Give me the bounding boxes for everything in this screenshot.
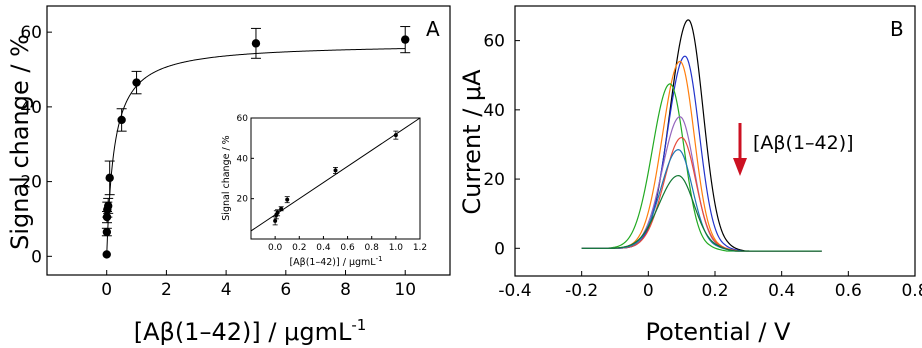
- y-tick-label: 40: [20, 98, 42, 118]
- y-tick-label: 60: [20, 23, 42, 43]
- y-tick-label: 40: [483, 101, 505, 121]
- panel-b-voltammograms: [581, 19, 822, 252]
- data-point: [116, 108, 127, 132]
- panel-a-fit-curve: [106, 48, 406, 256]
- marker: [105, 173, 114, 183]
- inset-y-axis-title: Signal change / %: [221, 135, 232, 220]
- concentration-annotation: [Aβ(1–42)]: [753, 132, 854, 154]
- data-point: [103, 197, 114, 214]
- x-tick-label: 0.4: [768, 281, 795, 301]
- x-tick-label: 8: [340, 280, 351, 300]
- inset-data-point: [272, 216, 278, 226]
- inset-x-tick-label: 0.8: [365, 243, 380, 253]
- marker: [117, 115, 126, 125]
- data-point: [101, 227, 112, 237]
- y-tick-label: 20: [483, 170, 505, 190]
- inset-marker: [273, 218, 278, 223]
- inset-x-tick-label: 0.0: [268, 243, 283, 253]
- marker: [132, 78, 141, 87]
- inset-marker: [275, 210, 280, 215]
- y-tick-label: 60: [483, 32, 505, 52]
- panel-b-label: B: [890, 17, 904, 41]
- marker: [251, 39, 261, 48]
- inset-x-ticks: 0.0 0.2 0.4 0.6 0.8 1.0 1.2: [268, 236, 427, 253]
- data-point: [102, 250, 111, 259]
- marker: [102, 227, 112, 237]
- x-tick-label: 0.8: [901, 281, 922, 301]
- inset-marker: [333, 168, 338, 173]
- marker: [102, 250, 111, 259]
- arrow-head: [733, 158, 747, 176]
- x-tick-label: -0.2: [565, 281, 598, 301]
- data-point: [104, 160, 115, 196]
- inset-data-point: [393, 130, 399, 140]
- panel-b: B -0.4 -0.2 0 0.2 0.4 0.6 0.8 0 20 40 60 Potentia…: [458, 5, 922, 346]
- inset-marker: [279, 206, 284, 211]
- panel-a-x-axis-title: [Aβ(1–42)] / μgmL-1: [134, 316, 367, 346]
- inset-data-point: [278, 206, 284, 212]
- inset-marker: [393, 133, 398, 138]
- panel-a-data-points: [101, 26, 411, 259]
- data-point: [131, 70, 142, 95]
- data-point: [250, 27, 261, 59]
- x-tick-label: 4: [221, 280, 232, 300]
- panel-b-x-axis-title: Potential / V: [646, 318, 791, 346]
- inset-marker: [285, 197, 290, 202]
- marker: [401, 35, 410, 44]
- inset-x-tick-label: 1.0: [389, 243, 404, 253]
- inset-frame: [250, 117, 421, 240]
- y-tick-label: 0: [494, 239, 505, 259]
- inset-x-tick-label: 1.2: [413, 243, 427, 253]
- inset-x-tick-label: 0.4: [316, 243, 331, 253]
- inset-data-points: [272, 130, 399, 226]
- panel-b-x-ticks: -0.4 -0.2 0 0.2 0.4 0.6 0.8: [498, 271, 922, 301]
- x-tick-label: 0: [101, 280, 112, 300]
- inset-y-tick-label: 40: [237, 154, 249, 164]
- panel-a: A 0 2 4 6 8 10 0 20 40 60 [Aβ(1–42)] / μgmL-1 Si…: [6, 5, 451, 346]
- inset-x-tick-label: 0.2: [292, 243, 306, 253]
- x-tick-label: 10: [394, 280, 416, 300]
- inset-x-axis-title: [Aβ(1–42)] / μgmL-1: [289, 255, 382, 268]
- inset-x-tick-label: 0.6: [340, 243, 355, 253]
- y-tick-label: 0: [31, 247, 42, 267]
- x-tick-label: 0.2: [701, 281, 728, 301]
- panel-a-label: A: [426, 17, 440, 41]
- x-tick-label: 0.6: [835, 281, 862, 301]
- panel-a-y-axis-title: Signal change / %: [6, 34, 34, 250]
- x-tick-label: 6: [280, 280, 291, 300]
- panel-a-inset: 0.0 0.2 0.4 0.6 0.8 1.0 1.2 20 40 60 [Aβ(1–42)] …: [221, 114, 427, 268]
- y-tick-label: 20: [20, 173, 42, 193]
- panel-b-frame: [514, 5, 916, 277]
- marker: [103, 201, 113, 211]
- panel-a-frame: [46, 5, 451, 276]
- inset-data-point: [275, 209, 281, 217]
- inset-y-tick-label: 20: [237, 195, 249, 205]
- inset-background: [234, 115, 426, 253]
- x-tick-label: -0.4: [498, 281, 531, 301]
- panel-b-y-axis-title: Current / μA: [458, 69, 486, 215]
- inset-y-ticks: 20 40 60: [237, 114, 254, 205]
- panel-a-x-ticks: 0 2 4 6 8 10: [101, 270, 416, 300]
- voltammogram-curve: [581, 175, 822, 252]
- x-tick-label: 2: [161, 280, 172, 300]
- x-tick-label: 0: [643, 281, 654, 301]
- data-point: [400, 26, 411, 54]
- panel-b-y-ticks: 0 20 40 60: [483, 32, 520, 259]
- inset-data-point: [333, 167, 338, 174]
- inset-data-point: [284, 196, 290, 204]
- panel-a-y-ticks: 0 20 40 60: [20, 23, 52, 267]
- inset-y-tick-label: 60: [237, 114, 249, 124]
- concentration-arrow: [733, 123, 747, 176]
